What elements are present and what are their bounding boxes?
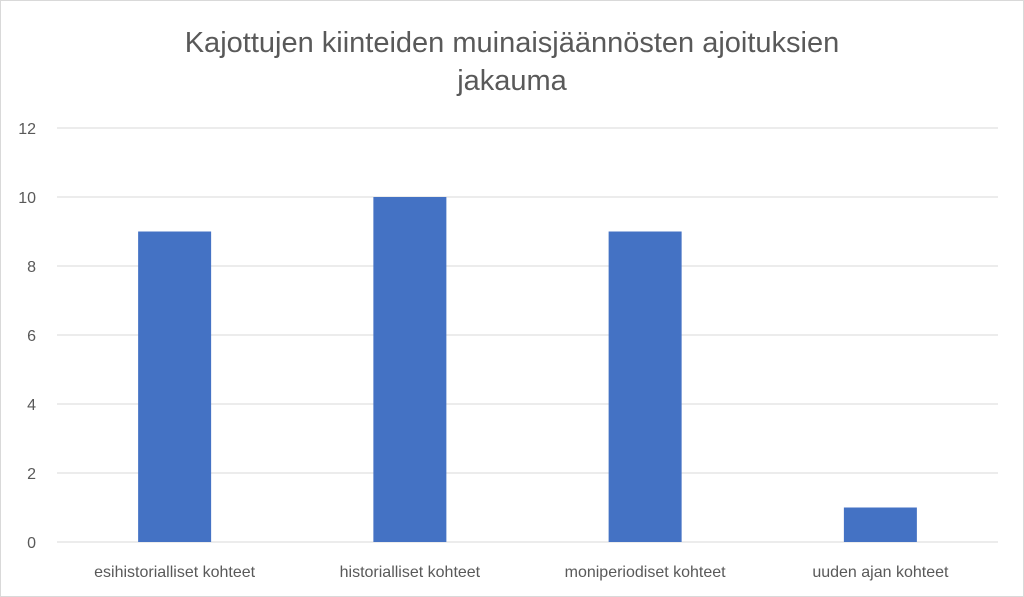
bar [843,507,917,542]
x-axis-categories: esihistorialliset kohteet historialliset … [94,564,949,581]
bar [608,231,682,542]
x-category-label: esihistorialliset kohteet [94,564,256,581]
chart-title-line-1: Kajottujen kiinteiden muinaisjäännösten … [184,27,840,59]
x-category-label: moniperiodiset kohteet [565,564,727,581]
bars [138,197,917,542]
y-tick-label: 8 [27,259,36,276]
gridlines [57,127,998,543]
y-tick-label: 2 [27,466,36,483]
x-category-label: historialliset kohteet [340,564,481,581]
y-tick-label: 0 [27,535,36,552]
y-tick-label: 4 [27,397,36,414]
bar [138,231,212,542]
x-category-label: uuden ajan kohteet [812,564,949,581]
y-tick-label: 10 [18,190,36,207]
bar [373,197,447,542]
chart-title: Kajottujen kiinteiden muinaisjäännösten … [0,24,1024,100]
chart-title-line-2: jakauma [457,65,567,97]
y-tick-label: 6 [27,328,36,345]
y-tick-label: 12 [18,121,36,138]
y-axis-ticks: 0 2 4 6 8 10 12 [18,121,36,552]
